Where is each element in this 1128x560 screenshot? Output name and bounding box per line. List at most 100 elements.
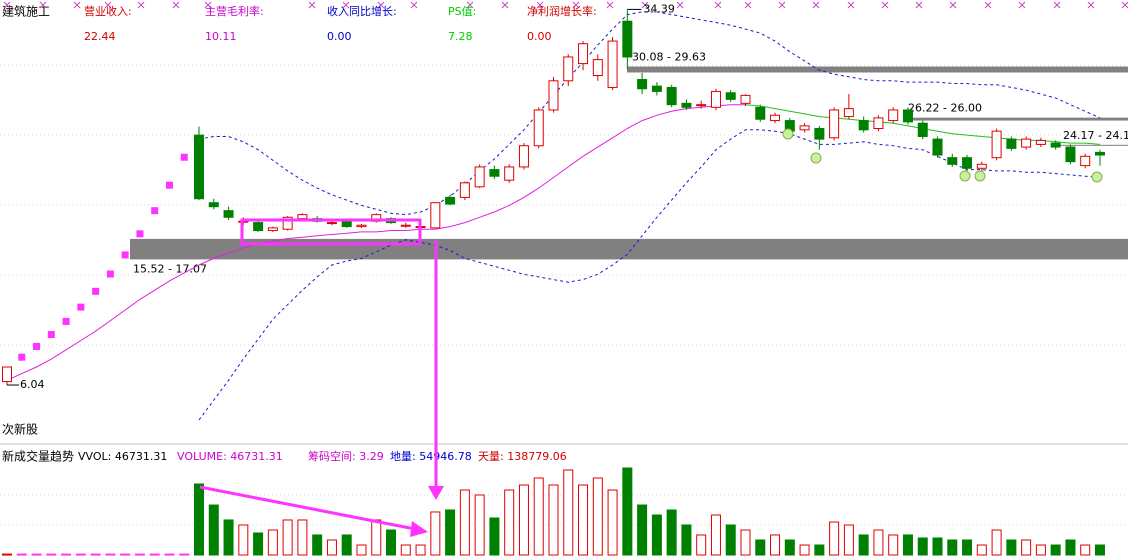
signal-cross (501, 1, 509, 9)
volume-bar (725, 524, 736, 556)
candle-body (518, 145, 529, 168)
candle-body (592, 59, 603, 77)
volume-indicator: 筹码空间: 3.29 (308, 449, 384, 463)
header-label: 净利润增长率: (527, 4, 597, 18)
volume-bar (356, 544, 367, 556)
header-value: 0.00 (327, 30, 352, 43)
high-label: 34.39 (643, 2, 675, 15)
volume-bar (16, 553, 27, 556)
volume-bar (267, 529, 278, 556)
volume-bar (578, 484, 589, 556)
signal-cross (778, 1, 786, 9)
candle-body (888, 109, 899, 122)
volume-bar (991, 529, 1002, 556)
volume-bar (415, 544, 426, 556)
candle-limit (106, 270, 114, 278)
signal-cross (1121, 1, 1128, 9)
candle-body (400, 224, 411, 227)
signal-cross (1053, 1, 1061, 9)
signal-cross (73, 1, 81, 9)
signal-icons (782, 128, 1103, 183)
volume-bar (917, 537, 928, 556)
signal-cross (137, 1, 145, 9)
candle-body (563, 56, 574, 82)
candle-body (622, 20, 633, 58)
candle-body (459, 182, 470, 198)
signal-cross (204, 1, 212, 9)
header-label: PS值: (448, 5, 476, 18)
volume-bar (755, 539, 766, 556)
candle-limit (92, 287, 100, 295)
volume-bar (740, 529, 751, 556)
candle-body (607, 40, 618, 88)
candle-body (578, 43, 589, 65)
volume-bar (208, 504, 219, 556)
volume-bar (888, 534, 899, 556)
annotations (199, 128, 1103, 537)
signal-cross (641, 1, 649, 9)
candle-body (1094, 151, 1105, 156)
volume-indicator: VVOL: 46731.31 (78, 450, 167, 463)
volume-bar (223, 519, 234, 556)
candle-body (1050, 142, 1061, 148)
volume-bar (637, 504, 648, 556)
signal-cross (881, 1, 889, 9)
candle-body (696, 104, 707, 107)
volume-bar (947, 539, 958, 556)
zone-label: 30.08 - 29.63 (632, 51, 706, 64)
signal-cross (984, 1, 992, 9)
candle-body (1065, 146, 1076, 163)
volume-bar (784, 539, 795, 556)
candle-body (1080, 155, 1091, 167)
candle-body (208, 202, 219, 208)
signal-cross (812, 1, 820, 9)
volume-bar (858, 534, 869, 556)
candle-limit (33, 342, 41, 350)
volume-bar (134, 553, 145, 556)
candle-limit (151, 207, 159, 215)
candle-body (326, 222, 337, 225)
volume-bar (622, 467, 633, 556)
candle-body (725, 92, 736, 100)
signal-cross (847, 1, 855, 9)
header-label: 收入同比增长: (327, 4, 397, 18)
support-zone (130, 238, 1128, 260)
volume-indicator: VOLUME: 46731.31 (177, 450, 283, 463)
candle-body (504, 166, 515, 181)
candle-body (533, 109, 544, 147)
volume-bar (962, 539, 973, 556)
sub-label: 次新股 (2, 422, 38, 437)
volume-bar (2, 553, 12, 556)
candle-body (740, 94, 751, 104)
candle-body (1006, 138, 1017, 149)
signal-cross (572, 1, 580, 9)
signal-cross (1018, 1, 1026, 9)
candle-body (1021, 138, 1032, 148)
candle-body (297, 214, 308, 220)
candle-body (932, 138, 943, 156)
candle-limit (62, 317, 70, 325)
candle-body (873, 117, 884, 130)
header-value: 7.28 (448, 30, 473, 43)
signal-cross (1087, 1, 1095, 9)
signal-icon (1091, 171, 1103, 183)
candle-body (681, 102, 692, 108)
signal-cross (104, 1, 112, 9)
volume-bar (430, 511, 441, 556)
candle-body (710, 90, 721, 108)
volume-bar (814, 544, 825, 556)
overlay-line (198, 11, 1101, 216)
candle-body (917, 122, 928, 137)
volume-indicator: 天量: 138779.06 (478, 450, 567, 463)
signal-icon (782, 128, 794, 140)
signal-cross (915, 1, 923, 9)
candle-body (430, 202, 441, 229)
signal-icon (810, 152, 822, 164)
volume-bar (459, 489, 470, 556)
volume-bar (799, 544, 810, 556)
candle-body (282, 216, 293, 230)
candle-body (814, 128, 825, 140)
candle-body (991, 130, 1002, 159)
